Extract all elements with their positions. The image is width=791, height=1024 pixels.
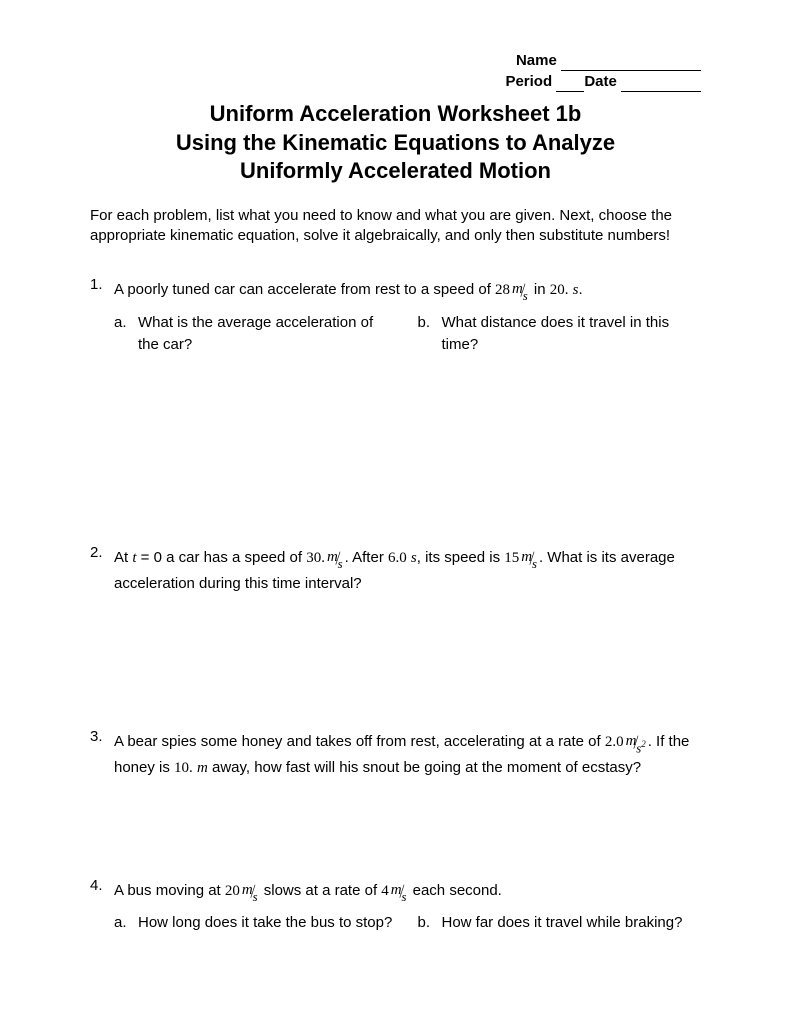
p1-text: A poorly tuned car can accelerate from r… — [114, 281, 583, 298]
name-label: Name — [516, 52, 557, 69]
problem-number: 2. — [90, 542, 114, 565]
problem-number: 1. — [90, 274, 114, 297]
workspace — [90, 377, 701, 542]
date-blank[interactable] — [621, 77, 701, 92]
title-line3: Uniformly Accelerated Motion — [90, 157, 701, 186]
p4-text: A bus moving at 20m/s slows at a rate of… — [114, 882, 502, 899]
sub-label: b. — [418, 912, 442, 935]
problem-1b: b. What distance does it travel in this … — [418, 312, 702, 357]
workspace — [90, 800, 701, 875]
title-line1: Uniform Acceleration Worksheet 1b — [90, 100, 701, 129]
problem-4: 4. A bus moving at 20m/s slows at a rate… — [90, 875, 701, 935]
problem-1a: a. What is the average acceleration of t… — [114, 312, 398, 357]
problem-1: 1. A poorly tuned car can accelerate fro… — [90, 274, 701, 357]
name-blank[interactable] — [561, 56, 701, 71]
problem-4a: a. How long does it take the bus to stop… — [114, 912, 398, 935]
sub-label: b. — [418, 312, 442, 335]
worksheet-title: Uniform Acceleration Worksheet 1b Using … — [90, 100, 701, 186]
problem-4b: b. How far does it travel while braking? — [418, 912, 702, 935]
problem-3: 3. A bear spies some honey and takes off… — [90, 726, 701, 780]
problem-number: 3. — [90, 726, 114, 749]
sub-label: a. — [114, 312, 138, 335]
problem-number: 4. — [90, 875, 114, 898]
p2-text: At t = 0 a car has a speed of 30.m/s. Af… — [114, 549, 675, 593]
sub-text: How far does it travel while braking? — [442, 912, 702, 935]
title-line2: Using the Kinematic Equations to Analyze — [90, 129, 701, 158]
sub-text: What distance does it travel in this tim… — [442, 312, 702, 357]
sub-text: What is the average acceleration of the … — [138, 312, 398, 357]
sub-text: How long does it take the bus to stop? — [138, 912, 398, 935]
header-fields: Name Period Date — [90, 50, 701, 92]
instructions: For each problem, list what you need to … — [90, 206, 701, 247]
period-label: Period — [505, 73, 552, 90]
problem-2: 2. At t = 0 a car has a speed of 30.m/s.… — [90, 542, 701, 596]
workspace — [90, 616, 701, 726]
period-blank[interactable] — [556, 77, 584, 92]
p3-text: A bear spies some honey and takes off fr… — [114, 733, 689, 777]
date-label: Date — [584, 73, 617, 90]
sub-label: a. — [114, 912, 138, 935]
